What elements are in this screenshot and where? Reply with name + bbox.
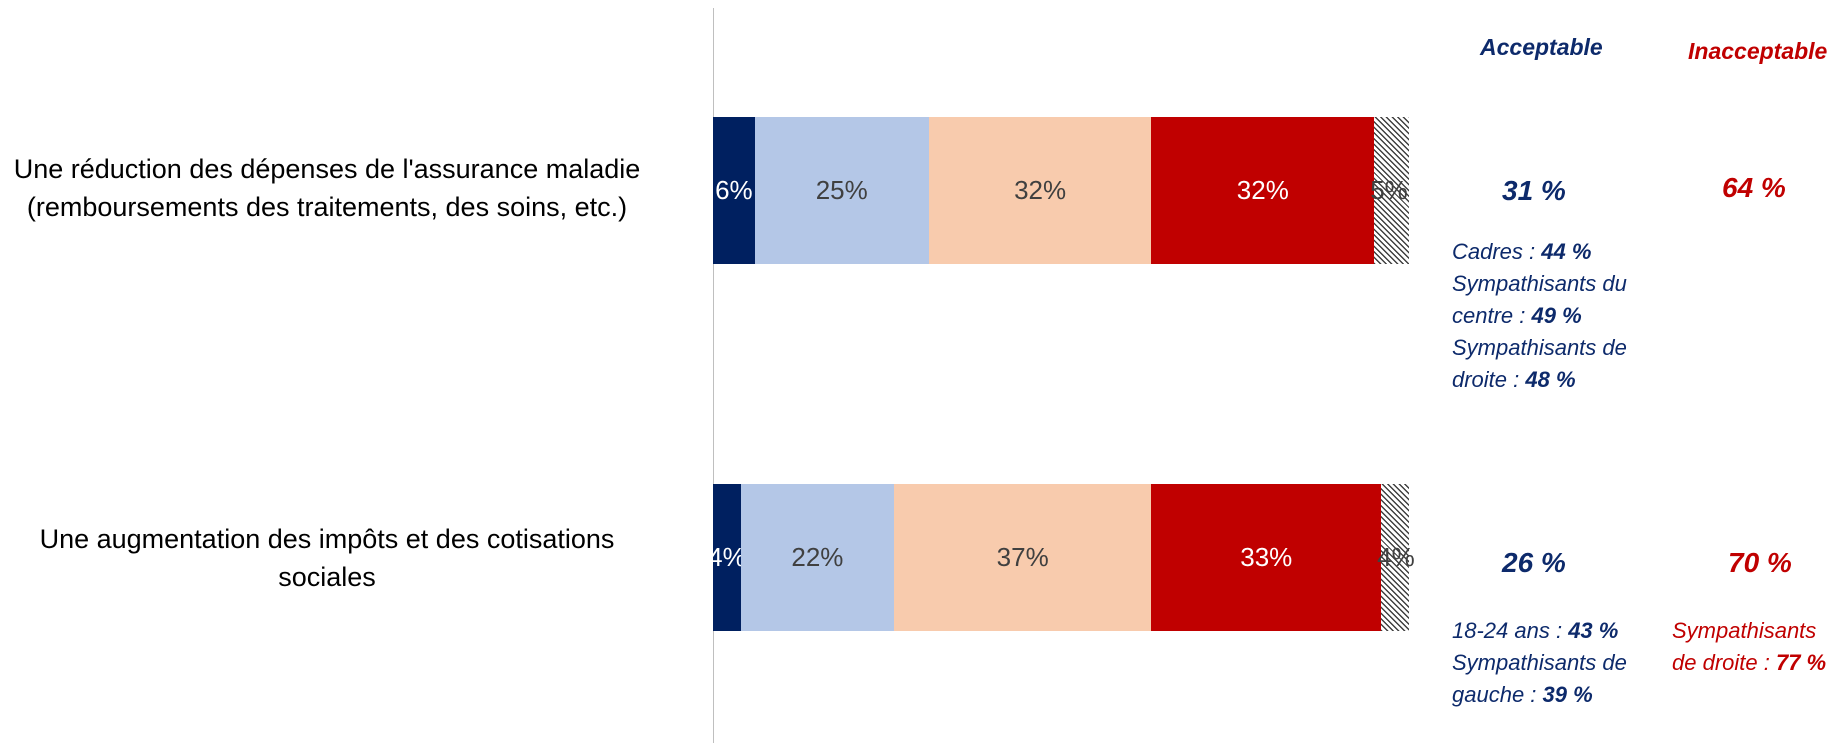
bar-segment-tres-acceptable: 4% xyxy=(708,484,746,631)
detail-line: Sympathisants de xyxy=(1452,647,1627,679)
acceptable-details-2: 18-24 ans : 43 % Sympathisants de gauche :… xyxy=(1452,615,1627,711)
data-label: 32% xyxy=(1236,175,1289,205)
inacceptable-details-2: Sympathisants de droite : 77 % xyxy=(1672,615,1826,679)
detail-value: 44 % xyxy=(1541,239,1592,264)
detail-text: gauche : xyxy=(1452,682,1543,707)
data-label: 4% xyxy=(708,542,746,572)
detail-value: 39 % xyxy=(1542,682,1593,707)
detail-text: 18-24 ans : xyxy=(1452,618,1569,643)
data-label: 32% xyxy=(1014,175,1067,205)
bar-segment-nsp: 5% xyxy=(1370,117,1409,264)
detail-value: 48 % xyxy=(1525,367,1576,392)
category-label-1-line-2: (remboursements des traitements, des soi… xyxy=(26,192,628,222)
bar-segment-nsp: 4% xyxy=(1377,484,1415,631)
stacked-bar-1: 6% 25% 32% 32% 5% xyxy=(713,117,1409,264)
category-label-2-line-1: Une augmentation des impôts et des cotis… xyxy=(39,524,615,554)
detail-text: Sympathisants de xyxy=(1452,650,1627,675)
detail-line: Cadres : 44 % xyxy=(1452,236,1627,268)
detail-line: Sympathisants du xyxy=(1452,268,1627,300)
detail-line: Sympathisants de xyxy=(1452,332,1627,364)
data-label: 4% xyxy=(1377,542,1415,572)
data-label: 22% xyxy=(791,542,844,572)
category-label-2-line-2: sociales xyxy=(278,562,376,592)
detail-line: de droite : 77 % xyxy=(1672,647,1826,679)
bar-segment-plutot-acceptable: 22% xyxy=(740,484,894,631)
detail-line: Sympathisants xyxy=(1672,615,1826,647)
bar-segment-plutot-acceptable: 25% xyxy=(754,117,929,264)
header-inacceptable: Inacceptable xyxy=(1688,38,1828,64)
detail-line: 18-24 ans : 43 % xyxy=(1452,615,1627,647)
data-label: 5% xyxy=(1370,175,1408,205)
detail-value: 49 % xyxy=(1531,303,1582,328)
detail-line: centre : 49 % xyxy=(1452,300,1627,332)
header-acceptable: Acceptable xyxy=(1480,34,1603,60)
bar-segment-plutot-inacceptable: 37% xyxy=(893,484,1152,631)
detail-text: droite : xyxy=(1452,367,1526,392)
bar-segment-tres-inacceptable: 33% xyxy=(1151,484,1382,631)
acceptable-details-1: Cadres : 44 % Sympathisants du centre : 49… xyxy=(1452,236,1627,396)
data-label: 37% xyxy=(996,542,1049,572)
detail-value: 43 % xyxy=(1568,618,1619,643)
bar-segment-tres-inacceptable: 32% xyxy=(1151,117,1375,264)
detail-text: Sympathisants de xyxy=(1452,335,1627,360)
detail-line: droite : 48 % xyxy=(1452,364,1627,396)
category-label-1: Une réduction des dépenses de l'assuranc… xyxy=(0,150,677,226)
detail-text: Cadres : xyxy=(1452,239,1542,264)
category-label-1-line-1: Une réduction des dépenses de l'assuranc… xyxy=(13,154,641,184)
bar-segment-plutot-inacceptable: 32% xyxy=(928,117,1152,264)
category-axis-line xyxy=(713,8,714,743)
acceptable-total-1: 31 % xyxy=(1502,175,1566,206)
detail-text: Sympathisants du xyxy=(1452,271,1627,296)
inacceptable-total-1: 64 % xyxy=(1722,172,1786,203)
data-label: 25% xyxy=(815,175,868,205)
bar-segment-tres-acceptable: 6% xyxy=(713,117,755,264)
detail-line: gauche : 39 % xyxy=(1452,679,1627,711)
detail-text: de droite : xyxy=(1672,650,1776,675)
stacked-bar-2: 4% 22% 37% 33% 4% xyxy=(708,484,1415,631)
acceptable-total-2: 26 % xyxy=(1502,547,1566,578)
data-label: 6% xyxy=(715,175,753,205)
category-label-2: Une augmentation des impôts et des cotis… xyxy=(0,520,677,596)
detail-value: 77 % xyxy=(1775,650,1827,675)
detail-text: centre : xyxy=(1452,303,1532,328)
inacceptable-total-2: 70 % xyxy=(1728,547,1792,578)
data-label: 33% xyxy=(1240,542,1293,572)
detail-text: Sympathisants xyxy=(1672,618,1817,643)
